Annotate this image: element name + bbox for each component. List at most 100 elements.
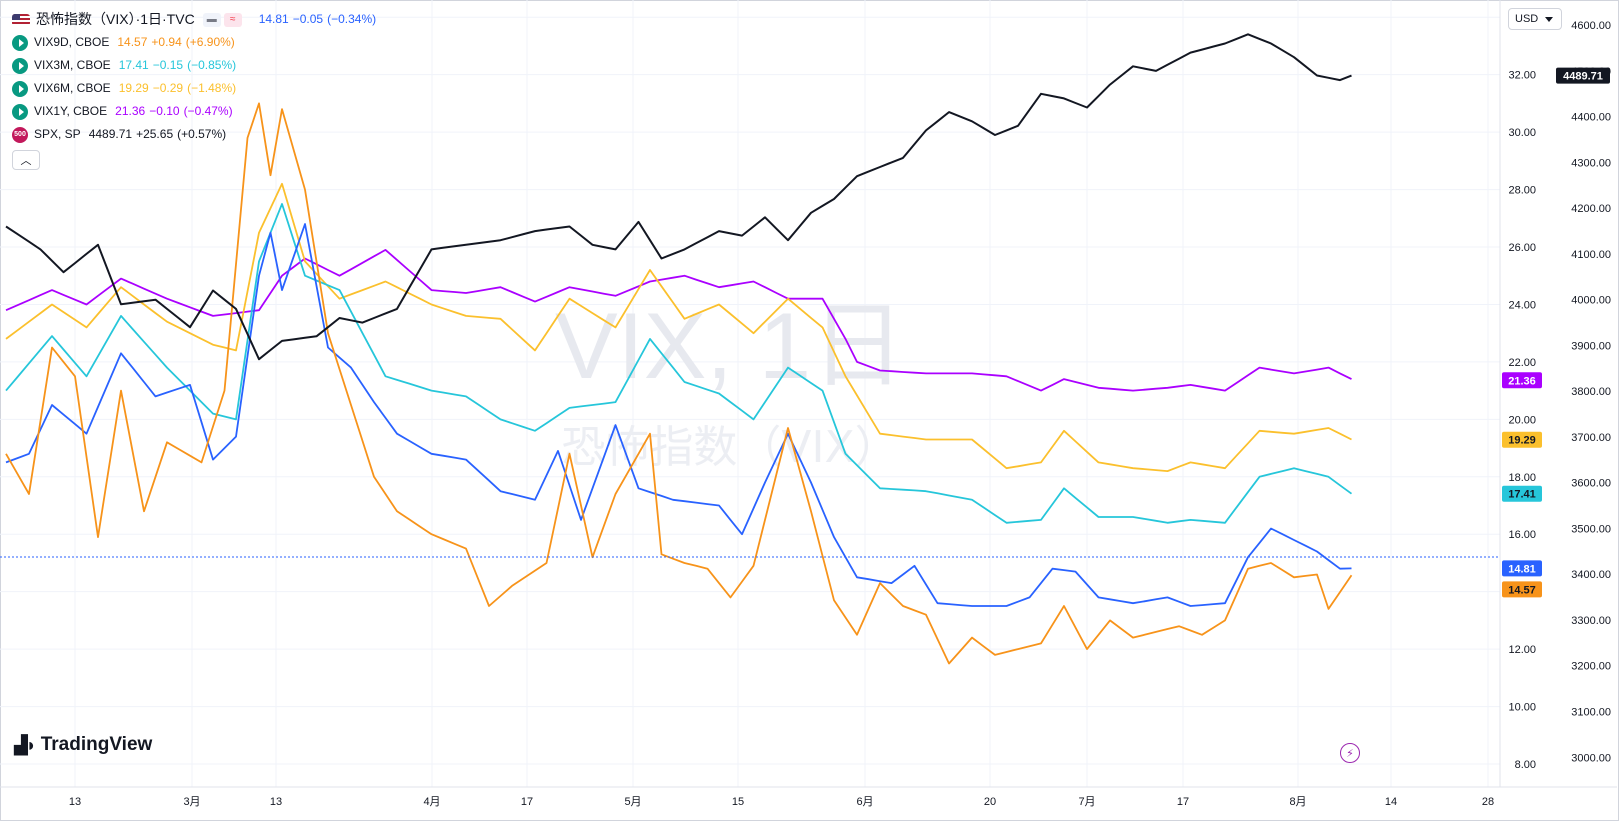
legend-row-spx[interactable]: 500 SPX, SP 4489.71 +25.65 (+0.57%) [12,123,380,146]
legend-change: −0.15 [152,58,184,72]
time-axis-tick: 5月 [624,796,641,808]
play-badge-icon [12,103,28,120]
time-axis-tick: 20 [984,796,996,808]
spx-axis-tick: 3400.00 [1571,569,1611,581]
legend-row-vix1y[interactable]: VIX1Y, CBOE 21.36 −0.10 (−0.47%) [12,100,380,123]
spx-axis-tick: 3100.00 [1571,707,1611,719]
legend-change-pct: (+0.57%) [177,127,227,141]
legend-symbol: VIX3M, CBOE [34,58,111,72]
time-axis-tick: 8月 [1289,796,1306,808]
last-tag-bg-vix3m [1502,485,1542,502]
vix-axis-tick: 22.00 [1508,357,1536,369]
spx-price-axis[interactable]: 4600.004500.004400.004300.004200.004100.… [1571,20,1611,764]
series-line-vix3m [5,203,1353,524]
main-symbol-title: 恐怖指数（VIX）·1日·TVC [36,11,195,27]
main-change-pct: (−0.34%) [327,12,377,26]
spx-axis-tick: 3300.00 [1571,615,1611,627]
series-line-vix6m [5,182,1352,472]
legend: 恐怖指数（VIX）·1日·TVC ▬ ≈ 14.81 −0.05 (−0.34%… [12,8,380,146]
spx-axis-tick: 4100.00 [1571,249,1611,261]
us-flag-icon [12,13,30,26]
legend-last: 21.36 [115,104,146,118]
legend-change: −0.29 [152,81,184,95]
sp500-badge-icon: 500 [12,126,28,143]
legend-row-vix9d[interactable]: VIX9D, CBOE 14.57 +0.94 (+6.90%) [12,31,380,54]
legend-row-vix6m[interactable]: VIX6M, CBOE 19.29 −0.29 (−1.48%) [12,77,380,100]
legend-last: 19.29 [118,81,149,95]
grid [0,0,1500,787]
play-badge-icon [12,34,28,51]
legend-change-pct: (−0.47%) [183,104,233,118]
time-axis[interactable]: 13 3月 13 4月 17 5月 15 6月 20 7月 17 8月 14 28 [69,796,1494,808]
legend-last: 4489.71 [88,127,133,141]
vix-axis-tick: 20.00 [1508,414,1536,426]
spx-axis-tick: 3000.00 [1571,752,1611,764]
time-axis-tick: 7月 [1078,796,1095,808]
time-axis-tick: 17 [1177,796,1189,808]
vix-axis-tick: 18.00 [1508,472,1536,484]
wave-icon[interactable]: ≈ [223,12,242,27]
time-axis-tick: 3月 [183,796,200,808]
vix-axis-tick: 28.00 [1508,185,1536,197]
last-tag-spx: 4489.71 [1563,71,1603,83]
legend-change-pct: (−0.85%) [187,58,237,72]
series-line-spx [5,33,1352,361]
watermark-title: VIX, 1日 [555,293,905,398]
currency-select[interactable]: USD [1508,8,1562,30]
vix-axis-tick: 30.00 [1508,127,1536,139]
legend-symbol: VIX1Y, CBOE [34,104,108,118]
legend-last: 17.41 [118,58,149,72]
legend-symbol: VIX6M, CBOE [34,81,111,95]
spx-axis-tick: 3700.00 [1571,432,1611,444]
time-axis-tick: 13 [270,796,282,808]
legend-change: +25.65 [136,127,174,141]
last-tag-vix6m: 19.29 [1508,435,1536,447]
last-tag-bg-vix [1502,560,1542,577]
collapse-legend-button[interactable]: ︿ [12,150,40,170]
hide-icon[interactable]: ▬ [202,12,221,27]
main-last: 14.81 [258,12,289,26]
time-axis-tick: 17 [521,796,533,808]
play-badge-icon [12,80,28,97]
legend-symbol: VIX9D, CBOE [34,35,110,49]
spx-axis-tick: 4300.00 [1571,157,1611,169]
last-tag-bg-vix9d [1502,581,1542,598]
legend-change-pct: (+6.90%) [185,35,235,49]
series-line-vix9d [5,102,1353,665]
last-tag-vix: 14.81 [1508,563,1536,575]
series-line-vix1y [5,249,1352,392]
last-value-tags: 4489.71 21.36 19.29 17.41 14.81 14.57 [1502,67,1610,598]
legend-main[interactable]: 恐怖指数（VIX）·1日·TVC ▬ ≈ 14.81 −0.05 (−0.34%… [12,8,380,31]
series-lines [5,33,1353,665]
vix-price-axis[interactable]: 34.0032.0030.0028.0026.0024.0022.0020.00… [1508,12,1536,771]
lightning-icon[interactable]: ⚡ [1340,743,1360,763]
vix-axis-tick: 12.00 [1508,644,1536,656]
last-tag-vix1y: 21.36 [1508,375,1536,387]
time-axis-tick: 6月 [856,796,873,808]
legend-row-vix3m[interactable]: VIX3M, CBOE 17.41 −0.15 (−0.85%) [12,54,380,77]
vix-axis-tick: 8.00 [1515,759,1536,771]
tv-logo-icon: ▟◗ [14,734,37,755]
last-tag-bg-spx [1556,67,1610,84]
vix-axis-tick: 32.00 [1508,70,1536,82]
spx-axis-tick: 4400.00 [1571,112,1611,124]
time-axis-tick: 13 [69,796,81,808]
spx-axis-tick: 4000.00 [1571,295,1611,307]
last-tag-bg-vix1y [1502,372,1542,389]
last-tag-vix9d: 14.57 [1508,584,1536,596]
spx-axis-tick: 3800.00 [1571,386,1611,398]
time-axis-tick: 4月 [423,796,440,808]
legend-last: 14.57 [117,35,148,49]
legend-change: −0.10 [149,104,180,118]
tradingview-logo: ▟◗ TradingView [14,734,152,756]
time-axis-tick: 14 [1385,796,1397,808]
vix-axis-tick: 10.00 [1508,702,1536,714]
series-line-vix [5,223,1352,607]
time-axis-tick: 28 [1482,796,1494,808]
vix-axis-tick: 16.00 [1508,529,1536,541]
vix-axis-tick: 26.00 [1508,242,1536,254]
spx-axis-tick: 3500.00 [1571,523,1611,535]
spx-axis-tick: 4600.00 [1571,20,1611,32]
play-badge-icon [12,57,28,74]
